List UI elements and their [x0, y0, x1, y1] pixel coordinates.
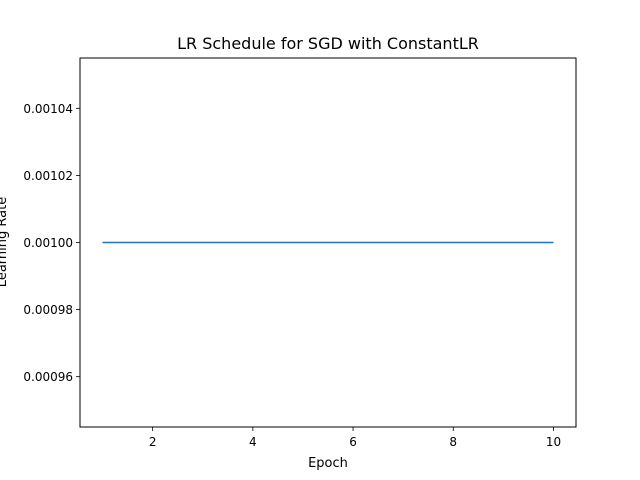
y-tick-label-2: 0.00100	[23, 236, 73, 250]
x-tick-label-1: 4	[249, 435, 257, 449]
chart-title: LR Schedule for SGD with ConstantLR	[177, 34, 479, 53]
y-tick-label-3: 0.00102	[23, 169, 73, 183]
x-tick-label-4: 10	[546, 435, 561, 449]
x-axis-label: Epoch	[308, 456, 348, 471]
y-tick-label-4: 0.00104	[23, 102, 73, 116]
y-tick-label-0: 0.00096	[23, 370, 73, 384]
y-tick-label-1: 0.00098	[23, 303, 73, 317]
x-tick-label-2: 6	[349, 435, 357, 449]
x-tick-label-0: 2	[149, 435, 157, 449]
y-axis-label: Learning Rate	[0, 197, 10, 287]
x-tick-label-3: 8	[449, 435, 457, 449]
axis-ticks: 2 4 6 8 10 0.00096 0.00098 0.00100 0.00102 0.0010…	[23, 102, 561, 449]
